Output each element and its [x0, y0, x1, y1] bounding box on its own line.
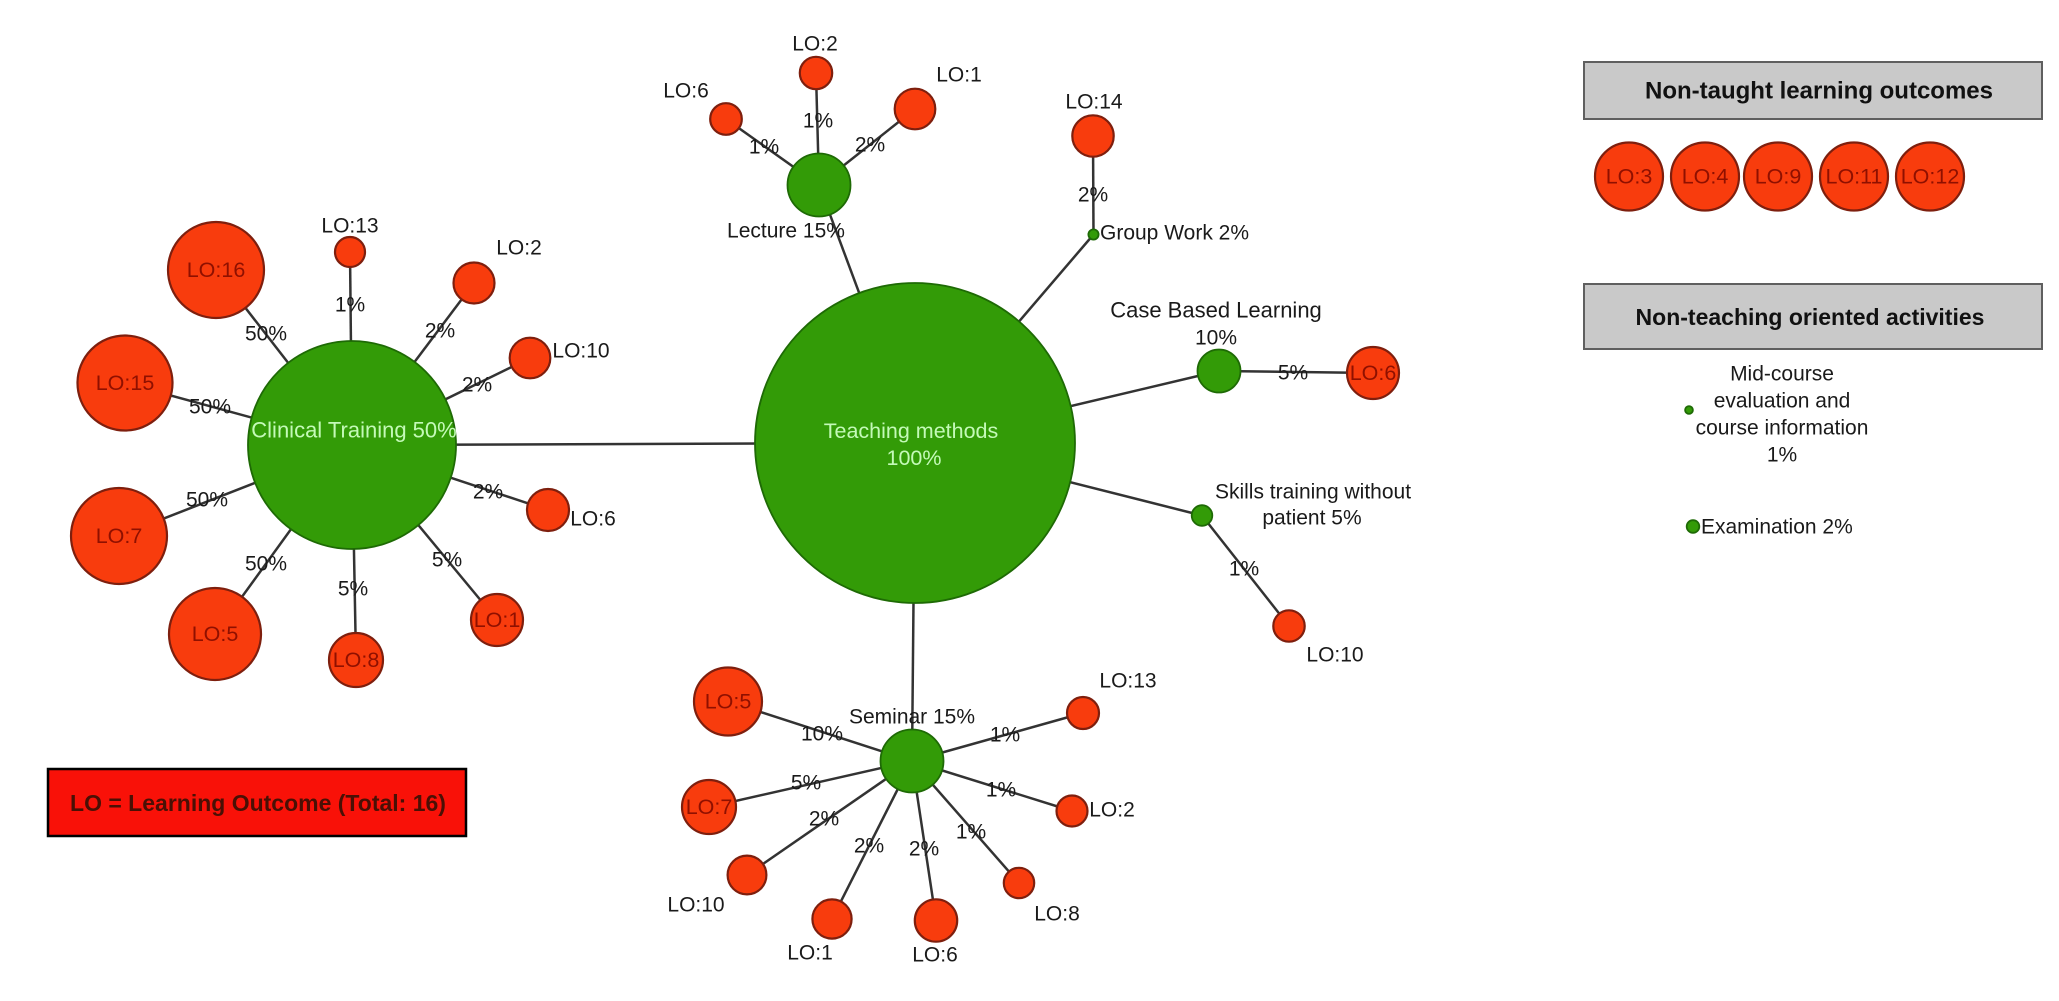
- svg-text:Clinical Training 50%: Clinical Training 50%: [251, 418, 456, 443]
- svg-text:1%: 1%: [990, 724, 1020, 747]
- svg-text:Mid-course: Mid-course: [1730, 363, 1834, 386]
- svg-text:2%: 2%: [462, 374, 492, 397]
- svg-text:1%: 1%: [749, 136, 779, 159]
- svg-text:5%: 5%: [791, 772, 821, 795]
- svg-text:LO:1: LO:1: [787, 942, 833, 965]
- svg-text:50%: 50%: [245, 323, 287, 346]
- svg-text:LO:8: LO:8: [333, 648, 380, 672]
- svg-text:LO:16: LO:16: [187, 258, 246, 282]
- svg-text:patient 5%: patient 5%: [1262, 507, 1361, 530]
- svg-text:Examination 2%: Examination 2%: [1701, 516, 1853, 539]
- svg-text:LO:15: LO:15: [96, 371, 155, 395]
- svg-text:Non-teaching oriented activiti: Non-teaching oriented activities: [1636, 304, 1985, 330]
- svg-text:100%: 100%: [887, 446, 942, 470]
- svg-text:LO:14: LO:14: [1065, 91, 1123, 114]
- svg-text:LO:11: LO:11: [1826, 165, 1883, 189]
- svg-text:Group Work 2%: Group Work 2%: [1100, 222, 1249, 245]
- svg-text:Lecture 15%: Lecture 15%: [727, 220, 845, 243]
- svg-text:2%: 2%: [473, 481, 503, 504]
- svg-text:50%: 50%: [189, 396, 231, 419]
- svg-text:LO:13: LO:13: [321, 215, 378, 238]
- svg-text:5%: 5%: [432, 549, 462, 572]
- svg-text:LO:10: LO:10: [1306, 644, 1363, 667]
- svg-text:course information: course information: [1696, 417, 1869, 440]
- svg-text:10%: 10%: [1195, 327, 1237, 350]
- svg-text:LO:12: LO:12: [1901, 165, 1960, 189]
- svg-text:Teaching methods: Teaching methods: [824, 419, 999, 443]
- svg-text:LO:13: LO:13: [1099, 670, 1156, 693]
- svg-text:2%: 2%: [909, 838, 939, 861]
- svg-text:1%: 1%: [335, 294, 365, 317]
- svg-text:LO:4: LO:4: [1682, 165, 1729, 189]
- svg-text:LO:10: LO:10: [667, 894, 724, 917]
- svg-text:LO:2: LO:2: [792, 33, 838, 56]
- svg-text:50%: 50%: [186, 489, 228, 512]
- svg-text:LO:1: LO:1: [936, 64, 982, 87]
- svg-text:Skills training without: Skills training without: [1215, 481, 1411, 504]
- svg-text:LO:8: LO:8: [1034, 903, 1080, 926]
- svg-text:LO:6: LO:6: [1350, 361, 1397, 385]
- svg-text:Non-taught learning outcomes: Non-taught learning outcomes: [1645, 78, 1993, 105]
- svg-text:LO:6: LO:6: [912, 944, 958, 967]
- svg-text:LO:5: LO:5: [192, 622, 239, 646]
- svg-text:LO:6: LO:6: [570, 508, 616, 531]
- svg-text:1%: 1%: [956, 821, 986, 844]
- svg-text:LO:5: LO:5: [705, 690, 752, 714]
- svg-text:LO:2: LO:2: [496, 237, 542, 260]
- svg-text:Case Based Learning: Case Based Learning: [1110, 298, 1322, 323]
- svg-text:5%: 5%: [338, 578, 368, 601]
- svg-text:LO:6: LO:6: [663, 80, 709, 103]
- svg-text:LO:1: LO:1: [474, 608, 521, 632]
- svg-text:1%: 1%: [1229, 558, 1259, 581]
- svg-text:2%: 2%: [425, 320, 455, 343]
- svg-text:1%: 1%: [803, 110, 833, 133]
- svg-text:2%: 2%: [855, 134, 885, 157]
- svg-text:2%: 2%: [809, 808, 839, 831]
- svg-text:1%: 1%: [1767, 444, 1797, 467]
- svg-text:50%: 50%: [245, 553, 287, 576]
- svg-text:LO:3: LO:3: [1606, 165, 1653, 189]
- svg-text:LO:10: LO:10: [552, 340, 609, 363]
- svg-text:LO:7: LO:7: [96, 524, 143, 548]
- svg-text:LO = Learning Outcome (Total:: LO = Learning Outcome (Total: 16): [70, 790, 446, 816]
- svg-text:evaluation and: evaluation and: [1714, 390, 1851, 413]
- svg-text:Seminar 15%: Seminar 15%: [849, 706, 975, 729]
- svg-text:2%: 2%: [1078, 184, 1108, 207]
- svg-text:LO:9: LO:9: [1755, 165, 1802, 189]
- svg-text:5%: 5%: [1278, 362, 1308, 385]
- svg-text:1%: 1%: [986, 779, 1016, 802]
- svg-text:LO:7: LO:7: [686, 795, 733, 819]
- svg-text:2%: 2%: [854, 835, 884, 858]
- svg-text:10%: 10%: [801, 723, 843, 746]
- svg-text:LO:2: LO:2: [1089, 799, 1135, 822]
